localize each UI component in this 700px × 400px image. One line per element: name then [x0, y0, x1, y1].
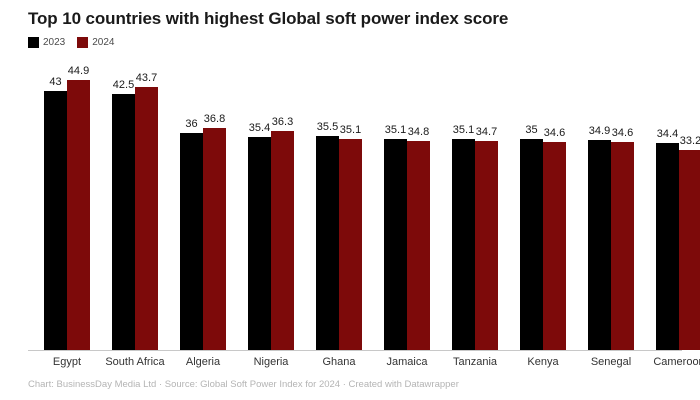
- page-title: Top 10 countries with highest Global sof…: [28, 9, 509, 28]
- bar-algeria-2024[interactable]: 36.8: [203, 113, 226, 350]
- legend-item-2024[interactable]: 2024: [77, 36, 115, 48]
- bar-group: 34.4 33.2 Cameroon: [653, 0, 700, 400]
- bar-senegal-2023[interactable]: 34.9: [588, 125, 611, 350]
- bar-value-label: 35.4: [248, 121, 271, 134]
- bar-cameroon-2024[interactable]: 33.2: [679, 135, 700, 350]
- x-axis-label-cameroon: Cameroon: [653, 356, 700, 368]
- bar-egypt-2024[interactable]: 44.9: [67, 65, 90, 350]
- bar-group: 42.5 43.7 South Africa: [105, 0, 164, 400]
- x-axis-label-ghana: Ghana: [322, 356, 356, 368]
- x-axis-label-nigeria: Nigeria: [253, 356, 289, 368]
- x-axis-label-jamaica: Jamaica: [386, 356, 428, 368]
- bar-value-label: 33.2: [679, 135, 700, 148]
- bar-value-label: 35.5: [316, 121, 339, 134]
- bar-value-label: 35.1: [339, 123, 362, 136]
- x-axis-baseline: [28, 350, 682, 351]
- x-axis-label-algeria: Algeria: [185, 356, 221, 368]
- x-axis-label-tanzania: Tanzania: [452, 356, 498, 368]
- bar-value-label: 42.5: [112, 79, 135, 92]
- bar-kenya-2023[interactable]: 35: [520, 124, 543, 350]
- bar-kenya-2024[interactable]: 34.6: [543, 127, 566, 350]
- bar-ghana-2024[interactable]: 35.1: [339, 124, 362, 350]
- bar-ghana-2023[interactable]: 35.5: [316, 121, 339, 350]
- chart-legend: 2023 2024: [28, 36, 115, 48]
- bar-group: 36 36.8 Algeria: [180, 0, 226, 400]
- bar-value-label: 36: [185, 118, 198, 131]
- bar-group: 35.1 34.7 Tanzania: [452, 0, 498, 400]
- legend-item-2023[interactable]: 2023: [28, 36, 66, 48]
- bar-south-africa-2023[interactable]: 42.5: [112, 79, 135, 350]
- bar-value-label: 34.7: [475, 126, 498, 139]
- bar-cameroon-2023[interactable]: 34.4: [656, 128, 679, 350]
- bar-value-label: 36.8: [203, 113, 226, 126]
- bar-value-label: 34.9: [588, 124, 611, 137]
- bar-nigeria-2024[interactable]: 36.3: [271, 116, 294, 350]
- bar-value-label: 35.1: [384, 123, 407, 136]
- bar-algeria-2023[interactable]: 36: [180, 118, 203, 350]
- bar-group: 35.1 34.8 Jamaica: [384, 0, 430, 400]
- bar-value-label: 35: [525, 124, 538, 137]
- legend-swatch-2024-icon: [77, 36, 89, 48]
- bar-value-label: 34.6: [543, 126, 566, 139]
- bar-value-label: 35.1: [452, 123, 475, 136]
- bar-value-label: 34.6: [611, 126, 634, 139]
- bar-jamaica-2024[interactable]: 34.8: [407, 126, 430, 350]
- chart-credit: Chart: BusinessDay Media Ltd · Source: G…: [28, 379, 459, 390]
- bar-value-label: 36.3: [271, 116, 294, 129]
- bar-jamaica-2023[interactable]: 35.1: [384, 124, 407, 350]
- bar-value-label: 34.4: [656, 127, 679, 140]
- bar-value-label: 44.9: [67, 64, 90, 77]
- bar-value-label: 34.8: [407, 125, 430, 138]
- x-axis-label-egypt: Egypt: [52, 356, 82, 368]
- bar-egypt-2023[interactable]: 43: [44, 76, 67, 350]
- x-axis-label-kenya: Kenya: [527, 356, 559, 368]
- bar-nigeria-2023[interactable]: 35.4: [248, 122, 271, 350]
- bar-value-label: 43.7: [135, 71, 158, 84]
- legend-label-2023: 2023: [43, 36, 66, 48]
- bar-group: 35.4 36.3 Nigeria: [248, 0, 294, 400]
- bar-senegal-2024[interactable]: 34.6: [611, 127, 634, 350]
- x-axis-label-south-africa: South Africa: [105, 356, 165, 368]
- bar-value-label: 43: [49, 76, 62, 89]
- bar-tanzania-2024[interactable]: 34.7: [475, 126, 498, 350]
- bar-tanzania-2023[interactable]: 35.1: [452, 124, 475, 350]
- x-axis-label-senegal: Senegal: [590, 356, 632, 368]
- bar-group: 35 34.6 Kenya: [520, 0, 566, 400]
- legend-label-2024: 2024: [92, 36, 115, 48]
- bar-group: 34.9 34.6 Senegal: [588, 0, 634, 400]
- bar-south-africa-2024[interactable]: 43.7: [135, 72, 158, 350]
- bar-group: 43 44.9 Egypt: [44, 0, 90, 400]
- legend-swatch-2023-icon: [28, 36, 39, 48]
- bar-group: 35.5 35.1 Ghana: [316, 0, 362, 400]
